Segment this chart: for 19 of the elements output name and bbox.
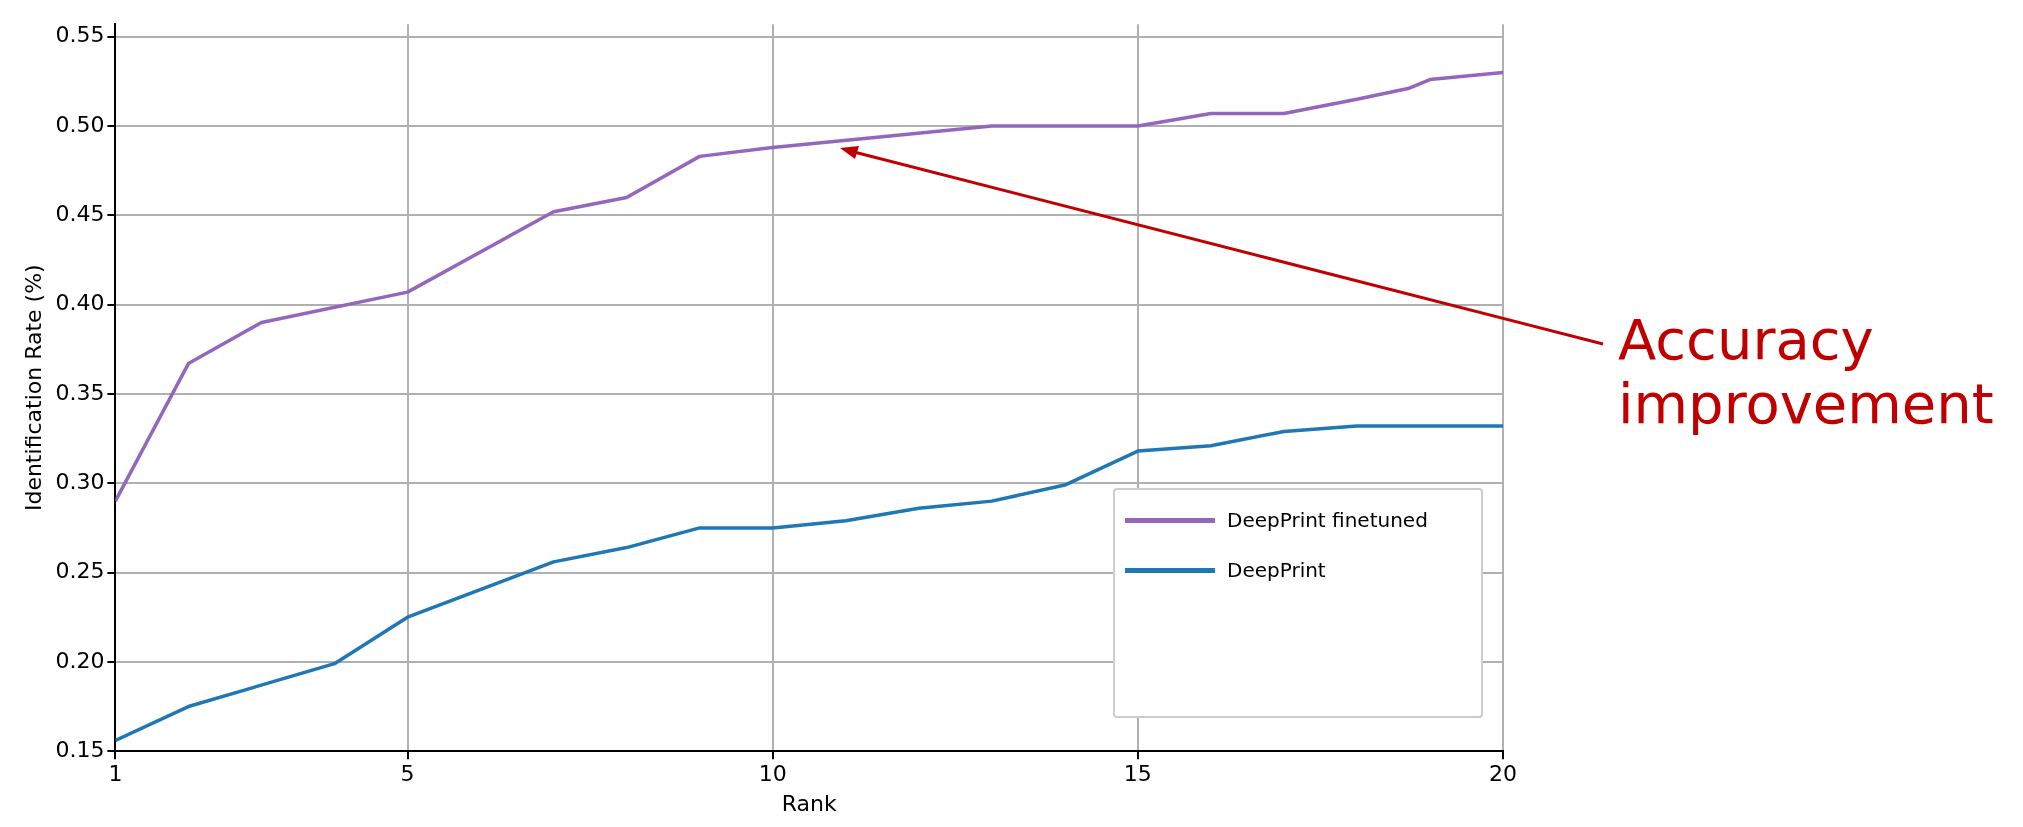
- y-tick-label: 0.15: [55, 736, 105, 762]
- y-tick-label: 0.50: [55, 111, 105, 137]
- y-tick-label: 0.40: [55, 290, 105, 316]
- y-tick-label: 0.20: [55, 647, 105, 673]
- text: Accuracy improvement: [1618, 307, 1995, 437]
- x-tick-label: 15: [1123, 761, 1152, 787]
- legend-label: DeepPrint finetuned: [1227, 508, 1428, 532]
- y-tick-label: 0.35: [55, 379, 105, 405]
- y-tick-label: 0.30: [55, 468, 105, 494]
- y-tick-label: 0.45: [55, 201, 105, 227]
- y-tick-label: 0.25: [55, 558, 105, 584]
- y-tick-label: 0.55: [55, 22, 105, 48]
- x-tick-label: 1: [108, 761, 123, 787]
- y-axis-title: Identification Rate (%): [20, 264, 46, 512]
- x-axis-title: Rank: [781, 790, 837, 816]
- legend-label: DeepPrint: [1227, 558, 1326, 582]
- x-tick-label: 5: [400, 761, 415, 787]
- x-tick-label: 10: [758, 761, 787, 787]
- x-tick-label: 20: [1489, 761, 1517, 787]
